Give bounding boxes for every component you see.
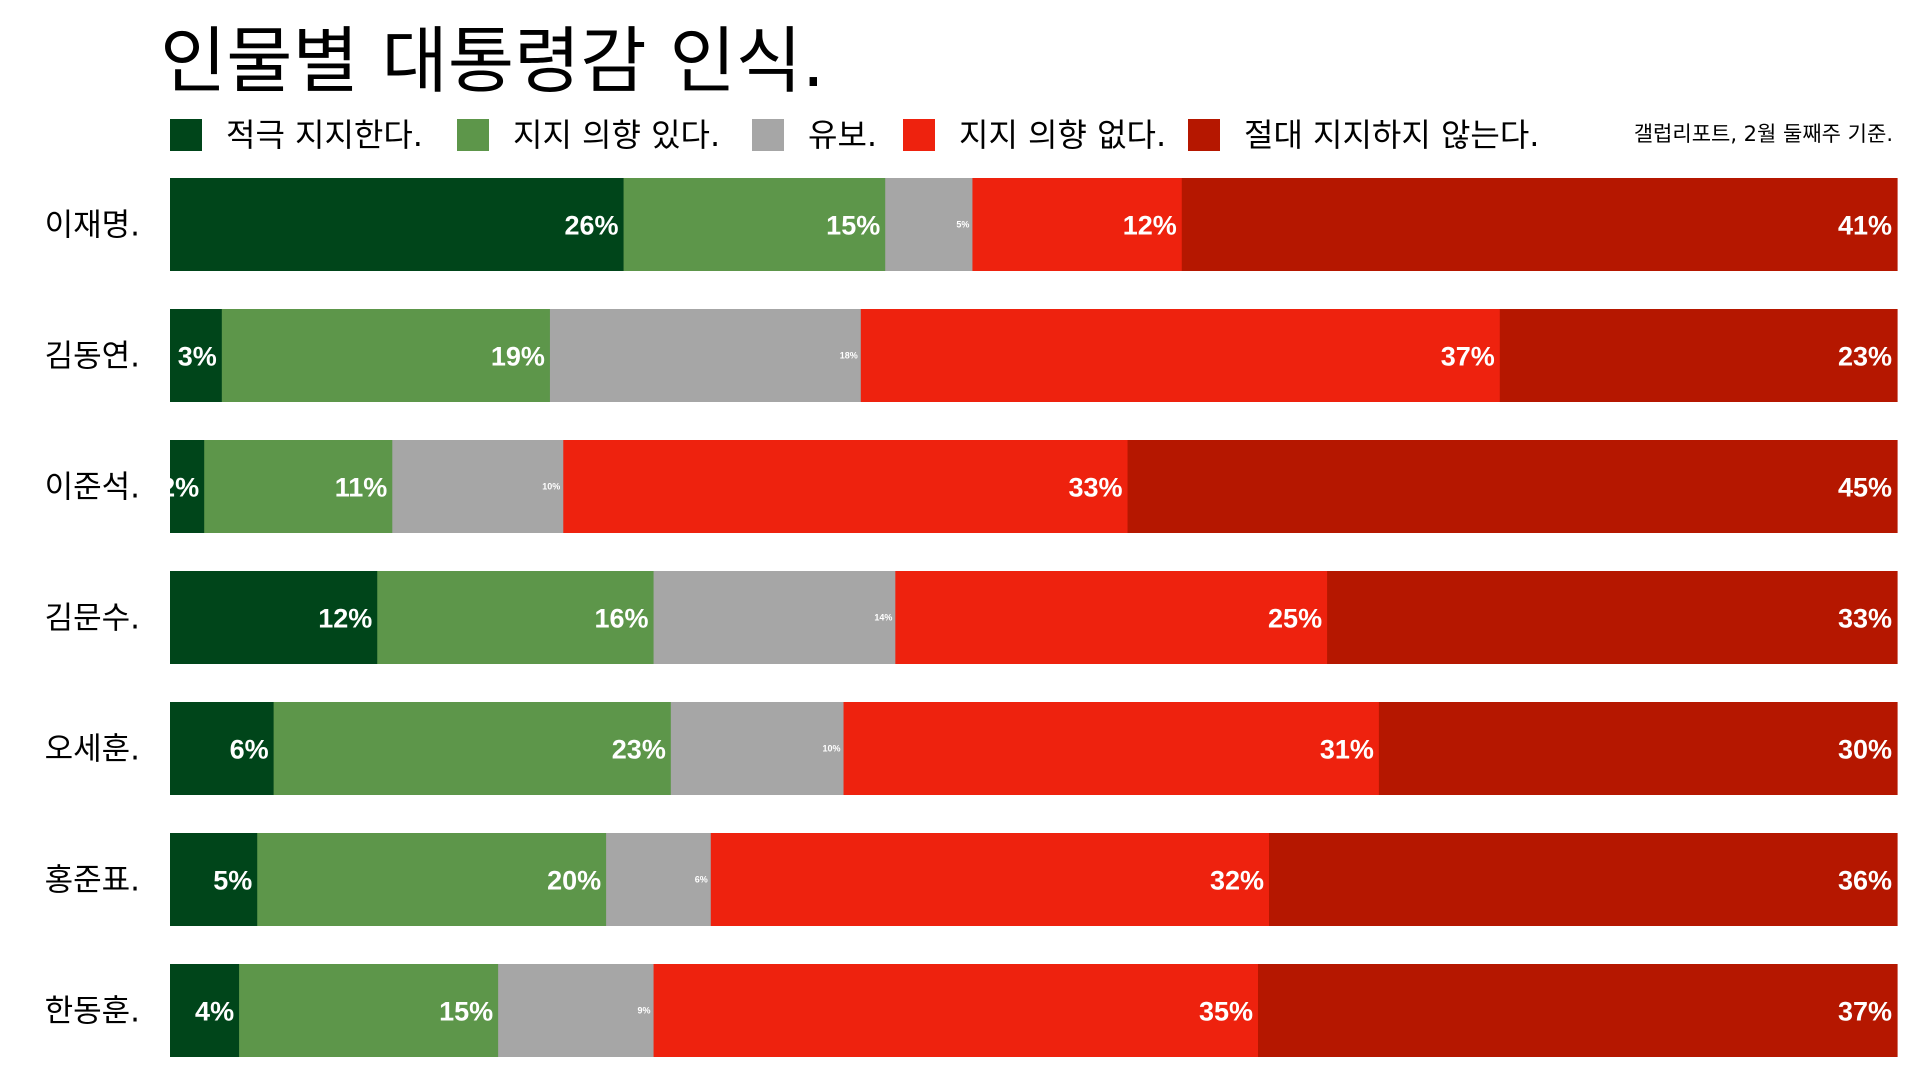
bar-segment [1499,309,1898,402]
value-label: 36% [1838,866,1892,896]
value-label: 11% [335,473,388,503]
value-label: 37% [1838,997,1892,1027]
value-label: 20% [547,866,601,896]
value-label: 4% [195,997,234,1027]
bar-segment [843,702,1380,795]
legend-label: 유보. [808,116,877,154]
bar-segment [1269,833,1898,926]
legend-label: 절대 지지하지 않는다. [1244,116,1539,154]
value-label: 30% [1838,735,1892,765]
bar-segment [221,309,551,402]
value-label: 26% [565,211,619,241]
value-label: 12% [1123,211,1177,241]
value-label: 32% [1210,866,1264,896]
bar-segment [710,833,1270,926]
value-label: 14% [874,613,892,623]
bar-segment [1258,964,1898,1057]
category-label: 홍준표. [45,863,140,899]
bar-segment [170,571,378,664]
bar-segment [623,178,886,271]
value-label: 19% [491,342,545,372]
value-label: 5% [213,866,252,896]
bar-segment [170,833,258,926]
value-label: 10% [542,482,560,492]
category-label: 이재명. [45,208,140,244]
bar-segment [563,440,1129,533]
bar-segment [170,440,205,533]
value-label: 45% [1838,473,1892,503]
value-label: 16% [595,604,649,634]
bars [170,178,1898,1057]
bar-segment [170,702,275,795]
value-label: 12% [318,604,372,634]
category-label: 오세훈. [45,732,140,768]
value-label: 10% [823,744,841,754]
value-label: 41% [1838,211,1892,241]
value-label: 35% [1199,997,1253,1027]
bar-segment [1378,702,1898,795]
bar-segment [606,833,712,926]
category-labels: 이재명. 김동연. 이준석. 김문수. 오세훈. 홍준표. 한동훈. [45,208,140,1030]
legend-label: 적극 지지한다. [226,116,423,154]
category-label: 이준석. [45,470,140,506]
bar-segment [392,440,564,533]
bar-segment [239,964,499,1057]
value-label: 6% [695,875,708,885]
value-label: 6% [230,735,269,765]
category-label: 한동훈. [45,994,140,1030]
value-label: 9% [638,1006,651,1016]
value-label: 15% [439,997,493,1027]
legend: 적극 지지한다. 지지 의향 있다. 유보. 지지 의향 없다. 절대 지지하지 않는다… [170,116,1539,154]
value-label: 25% [1268,604,1322,634]
bar-segment [170,964,240,1057]
bar-segment [549,309,862,402]
bar-segment [498,964,655,1057]
bar-segment [273,702,672,795]
legend-swatch [457,119,489,151]
category-label: 김문수. [45,601,140,637]
legend-swatch [903,119,935,151]
bar-segment [1181,178,1898,271]
bar-segment [972,178,1183,271]
legend-label: 지지 의향 없다. [959,116,1166,154]
legend-swatch [1188,119,1220,151]
value-label: 23% [1838,342,1892,372]
bar-segment [204,440,393,533]
value-label: 15% [826,211,880,241]
bar-segment [1127,440,1898,533]
legend-label: 지지 의향 있다. [513,116,720,154]
bar-segment [170,178,625,271]
value-label: 18% [840,351,858,361]
value-label: 33% [1838,604,1892,634]
bar-segment [653,964,1259,1057]
bar-segment [895,571,1328,664]
category-label: 김동연. [45,339,140,375]
bar-segment [885,178,974,271]
legend-swatch [170,119,202,151]
value-label: 2% [160,473,199,503]
value-label: 5% [956,220,969,230]
value-label: 33% [1068,473,1122,503]
bar-segment [1327,571,1898,664]
bar-segment [860,309,1501,402]
legend-swatch [752,119,784,151]
value-label: 31% [1320,735,1374,765]
bar-segment [670,702,845,795]
chart-source: 갤럽리포트, 2월 둘째주 기준. [1634,122,1893,146]
value-label: 23% [612,735,666,765]
bar-segment [653,571,896,664]
bar-segment [170,309,223,402]
bar-segment [257,833,607,926]
value-label: 3% [178,342,217,372]
chart-title: 인물별 대통령감 인식. [160,19,825,103]
bar-segment [377,571,655,664]
value-labels: 26% 15% 5% 12% 41% 3% 19% 18% 37% 23% 2% 11% 10% 33% 4… [160,211,1892,1027]
value-label: 37% [1441,342,1495,372]
